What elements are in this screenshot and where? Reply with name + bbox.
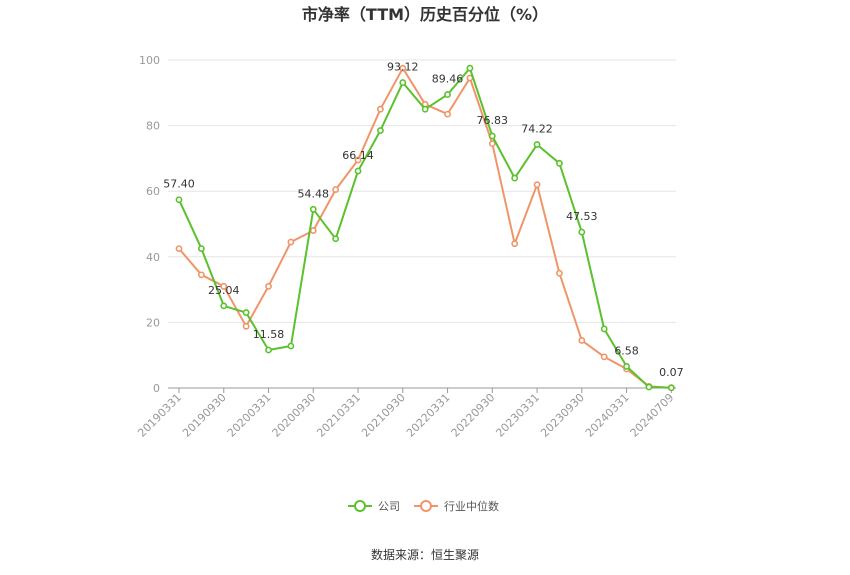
data-point	[242, 322, 250, 330]
x-tick-label: 20200930	[270, 391, 319, 440]
data-point	[309, 227, 317, 234]
data-label: 47.53	[566, 210, 598, 223]
data-point	[220, 282, 228, 290]
data-point	[309, 205, 317, 213]
data-point	[377, 105, 384, 113]
data-point	[242, 309, 250, 316]
y-tick-label: 20	[146, 316, 160, 329]
data-point	[220, 302, 228, 310]
data-point	[377, 127, 384, 134]
data-label: 57.40	[163, 178, 195, 191]
data-point	[444, 110, 451, 118]
x-tick-label: 20220930	[449, 391, 498, 440]
data-point	[667, 384, 675, 392]
y-tick-label: 100	[139, 54, 160, 67]
grid	[168, 59, 676, 323]
y-tick-label: 80	[146, 120, 160, 133]
x-tick-label: 20210930	[359, 391, 408, 440]
data-point	[444, 91, 451, 98]
series-layer	[175, 64, 675, 392]
legend-swatch-marker	[420, 500, 432, 512]
x-tick-label: 20200331	[225, 391, 274, 440]
legend-label: 公司	[378, 500, 400, 513]
data-point	[287, 342, 295, 350]
y-tick-label: 40	[146, 251, 160, 264]
data-label: 54.48	[298, 187, 330, 200]
data-point	[556, 269, 563, 277]
data-point	[265, 282, 272, 290]
data-label: 25.04	[208, 284, 240, 297]
data-point	[600, 325, 608, 333]
x-tick-label: 20190331	[135, 391, 184, 440]
data-point	[511, 240, 519, 248]
legend-item-1[interactable]: 行业中位数	[414, 499, 499, 513]
data-point	[354, 156, 362, 164]
y-axis: 0 20 40 60 80 100	[139, 54, 160, 395]
data-point	[578, 228, 586, 236]
data-point	[354, 167, 362, 175]
legend-item-0[interactable]: 公司	[348, 500, 400, 513]
x-tick-label: 20210331	[314, 391, 363, 440]
legend-swatch-marker	[354, 500, 366, 512]
data-point	[533, 141, 541, 148]
x-tick-label: 20230930	[538, 391, 587, 440]
data-label: 0.07	[659, 366, 684, 379]
data-point	[287, 238, 295, 246]
data-point	[578, 337, 586, 344]
data-point	[332, 235, 340, 243]
data-label: 93.12	[387, 61, 419, 74]
data-label: 76.83	[477, 114, 509, 127]
data-point	[466, 64, 474, 72]
data-point	[488, 132, 496, 140]
data-point	[265, 346, 272, 354]
data-labels: 57.40 25.04 11.58 54.48 66.14 93.12 89.46 76.83…	[163, 61, 683, 379]
data-label: 6.58	[614, 344, 639, 357]
data-point	[533, 181, 541, 189]
data-point	[399, 64, 407, 72]
data-point	[511, 174, 519, 182]
x-tick-label: 20240709	[628, 391, 677, 440]
data-label: 66.14	[342, 149, 374, 162]
y-tick-label: 60	[146, 185, 160, 198]
data-label: 11.58	[253, 328, 285, 341]
y-tick-label: 0	[153, 382, 160, 395]
data-point	[421, 105, 429, 113]
data-point	[175, 196, 183, 204]
data-point	[623, 363, 630, 370]
x-tick-label: 20190930	[180, 391, 229, 440]
chart-title: 市净率（TTM）历史百分位（%）	[302, 5, 548, 24]
data-point	[197, 245, 205, 252]
data-point	[645, 383, 653, 391]
data-point	[399, 79, 407, 86]
legend-label: 行业中位数	[444, 499, 499, 513]
x-tick-label: 20220331	[404, 391, 453, 440]
x-axis: 2019033120190930202003312020093020210331…	[135, 387, 677, 440]
data-point	[488, 140, 496, 148]
x-tick-label: 20230331	[493, 391, 542, 440]
data-point	[175, 245, 183, 252]
data-point	[600, 353, 608, 361]
data-point	[332, 186, 340, 193]
x-tick-label: 20240331	[583, 391, 632, 440]
data-label: 74.22	[521, 123, 553, 136]
data-point	[556, 159, 563, 167]
data-label: 89.46	[432, 73, 464, 86]
data-point	[197, 271, 205, 279]
legend[interactable]: 公司 行业中位数	[348, 499, 499, 513]
source-note: 数据来源：恒生聚源	[371, 547, 479, 562]
